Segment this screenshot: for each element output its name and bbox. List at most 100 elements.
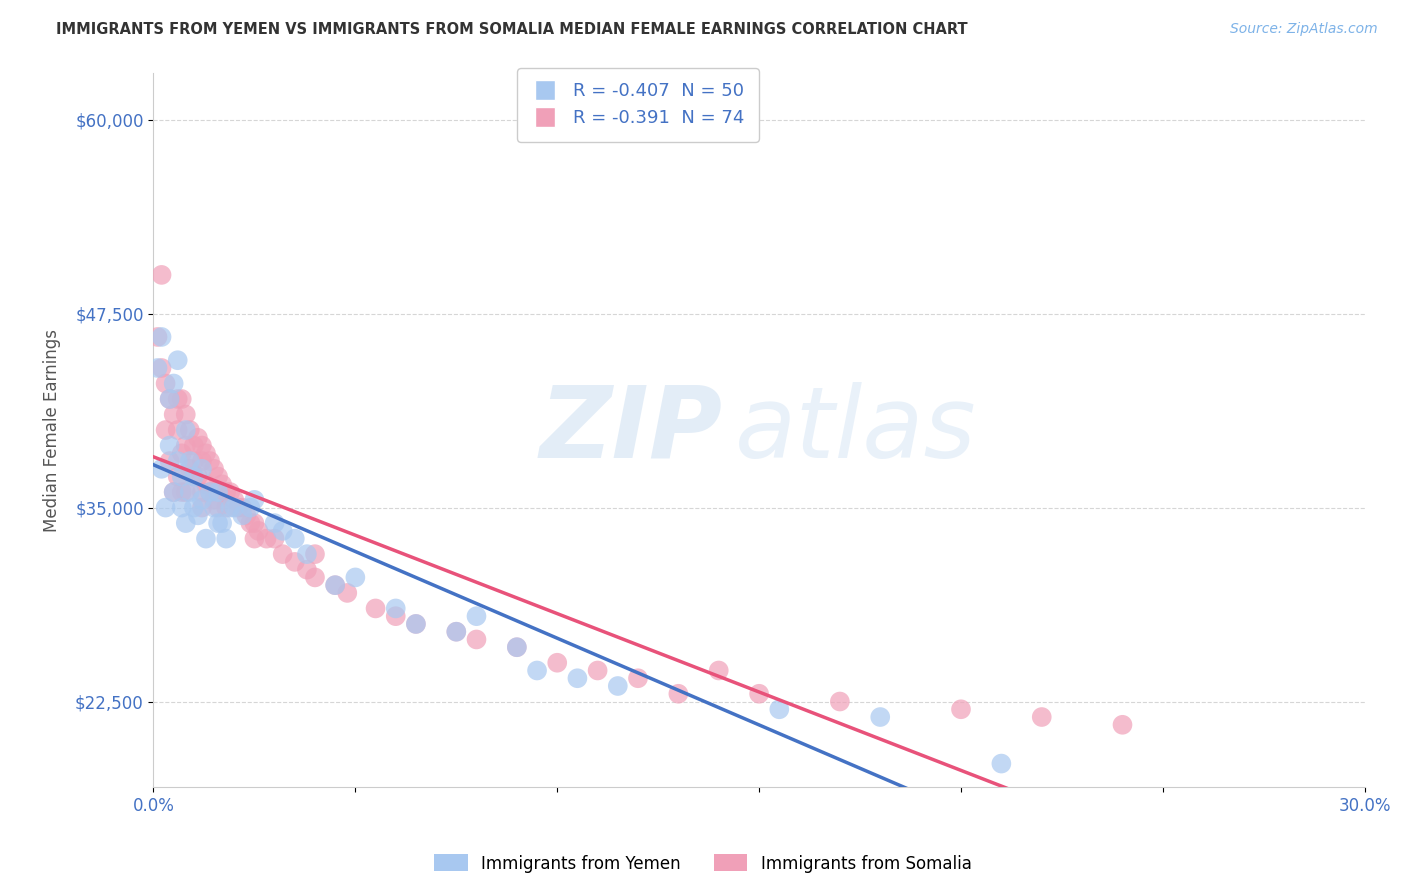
Text: ZIP: ZIP xyxy=(540,382,723,478)
Point xyxy=(243,532,266,546)
Point xyxy=(586,664,609,678)
Point xyxy=(284,555,307,569)
Point xyxy=(183,469,205,483)
Point xyxy=(198,454,221,468)
Text: IMMIGRANTS FROM YEMEN VS IMMIGRANTS FROM SOMALIA MEDIAN FEMALE EARNINGS CORRELAT: IMMIGRANTS FROM YEMEN VS IMMIGRANTS FROM… xyxy=(56,22,967,37)
Point xyxy=(949,702,972,716)
Point xyxy=(271,547,294,561)
Point xyxy=(191,485,214,500)
Point xyxy=(170,500,193,515)
Point xyxy=(336,586,359,600)
Point xyxy=(828,694,851,708)
Point xyxy=(183,500,205,515)
Point xyxy=(211,477,233,491)
Point xyxy=(295,547,318,561)
Point xyxy=(170,469,193,483)
Point xyxy=(202,462,225,476)
Point xyxy=(465,609,488,624)
Point xyxy=(666,687,689,701)
Point xyxy=(1031,710,1053,724)
Point xyxy=(224,492,246,507)
Point xyxy=(191,454,214,468)
Text: atlas: atlas xyxy=(735,382,977,478)
Text: Source: ZipAtlas.com: Source: ZipAtlas.com xyxy=(1230,22,1378,37)
Point xyxy=(215,485,238,500)
Point xyxy=(323,578,346,592)
Legend: R = -0.407  N = 50, R = -0.391  N = 74: R = -0.407 N = 50, R = -0.391 N = 74 xyxy=(517,68,759,142)
Point xyxy=(207,500,229,515)
Point xyxy=(263,532,285,546)
Point xyxy=(187,431,209,445)
Point xyxy=(446,624,468,639)
Point xyxy=(166,454,188,468)
Point xyxy=(344,570,367,584)
Point xyxy=(146,361,169,376)
Point xyxy=(219,485,242,500)
Point xyxy=(304,547,326,561)
Point xyxy=(174,438,197,452)
Point xyxy=(174,408,197,422)
Point xyxy=(405,616,427,631)
Point xyxy=(191,438,214,452)
Point xyxy=(567,671,589,685)
Point xyxy=(198,485,221,500)
Point xyxy=(202,500,225,515)
Point xyxy=(239,516,262,530)
Point xyxy=(202,492,225,507)
Point xyxy=(187,508,209,523)
Point xyxy=(194,477,217,491)
Point xyxy=(271,524,294,538)
Point xyxy=(384,601,406,615)
Legend: Immigrants from Yemen, Immigrants from Somalia: Immigrants from Yemen, Immigrants from S… xyxy=(427,847,979,880)
Y-axis label: Median Female Earnings: Median Female Earnings xyxy=(44,328,60,532)
Point xyxy=(207,469,229,483)
Point xyxy=(163,485,186,500)
Point xyxy=(256,532,278,546)
Point xyxy=(243,516,266,530)
Point xyxy=(465,632,488,647)
Point xyxy=(295,563,318,577)
Point xyxy=(183,454,205,468)
Point xyxy=(990,756,1012,771)
Point xyxy=(191,500,214,515)
Point xyxy=(155,423,177,437)
Point xyxy=(207,485,229,500)
Point xyxy=(150,330,173,344)
Point xyxy=(284,532,307,546)
Point xyxy=(231,508,253,523)
Point xyxy=(243,492,266,507)
Point xyxy=(183,469,205,483)
Point xyxy=(526,664,548,678)
Point xyxy=(159,392,181,406)
Point xyxy=(364,601,387,615)
Point xyxy=(627,671,650,685)
Point xyxy=(166,392,188,406)
Point xyxy=(405,616,427,631)
Point xyxy=(146,330,169,344)
Point xyxy=(150,361,173,376)
Point xyxy=(768,702,790,716)
Point xyxy=(179,462,201,476)
Point xyxy=(1111,718,1133,732)
Point xyxy=(263,516,285,530)
Point xyxy=(163,408,186,422)
Point xyxy=(239,500,262,515)
Point xyxy=(166,469,188,483)
Point xyxy=(323,578,346,592)
Point xyxy=(224,500,246,515)
Point xyxy=(179,485,201,500)
Point xyxy=(166,353,188,368)
Point xyxy=(187,469,209,483)
Point xyxy=(155,500,177,515)
Point xyxy=(606,679,628,693)
Point xyxy=(150,462,173,476)
Point xyxy=(150,268,173,282)
Point xyxy=(179,454,201,468)
Point xyxy=(235,508,257,523)
Point xyxy=(247,524,270,538)
Point xyxy=(211,516,233,530)
Point xyxy=(546,656,568,670)
Point xyxy=(159,454,181,468)
Point xyxy=(191,492,214,507)
Point xyxy=(174,516,197,530)
